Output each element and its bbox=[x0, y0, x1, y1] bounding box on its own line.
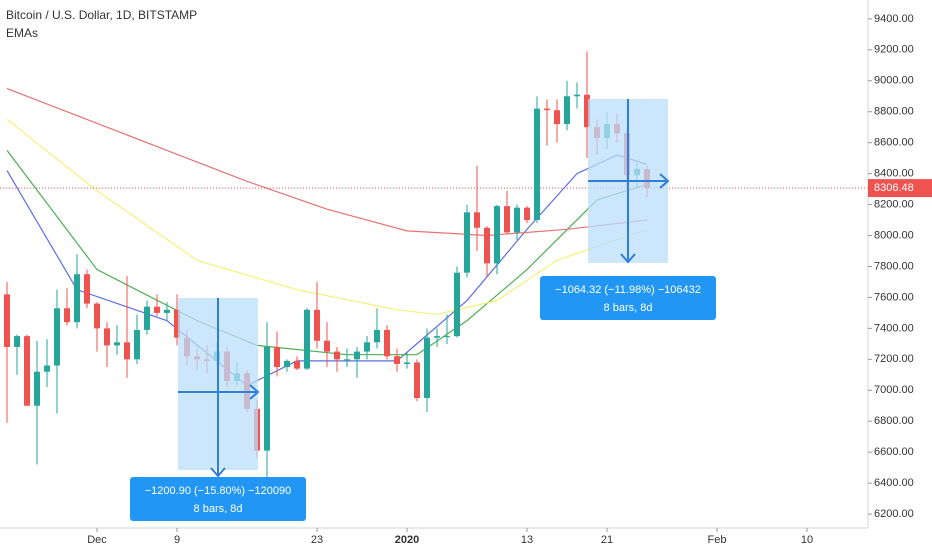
candle-body bbox=[164, 309, 170, 313]
candle-body bbox=[444, 336, 450, 338]
candle-body bbox=[394, 356, 400, 364]
y-tick-label: 7200.00 bbox=[874, 353, 914, 365]
y-tick-label: 6400.00 bbox=[874, 477, 914, 489]
candle-body bbox=[144, 306, 150, 330]
candle-body bbox=[464, 212, 470, 273]
y-tick-label: 9000.00 bbox=[874, 75, 914, 87]
candle-body bbox=[364, 342, 370, 352]
candle-body bbox=[514, 207, 520, 233]
candle-body bbox=[474, 212, 480, 228]
x-tick-label: 10 bbox=[801, 534, 813, 546]
candle-body bbox=[504, 206, 510, 233]
y-tick-label: 6200.00 bbox=[874, 508, 914, 520]
candle-body bbox=[174, 309, 180, 338]
candle-body bbox=[414, 362, 420, 399]
candle-body bbox=[34, 371, 40, 406]
x-tick-label: 9 bbox=[174, 534, 180, 546]
measure-tool: −1200.90 (−15.80%) −120090 8 bars, 8d bbox=[130, 298, 306, 521]
candle-body bbox=[114, 342, 120, 346]
candle-body bbox=[54, 308, 60, 366]
last-price-tag bbox=[868, 179, 932, 198]
candle-body bbox=[64, 308, 70, 323]
candle-body bbox=[334, 351, 340, 360]
chart-title: Bitcoin / U.S. Dollar, 1D, BITSTAMP bbox=[6, 8, 197, 22]
candle-body bbox=[354, 351, 360, 360]
y-tick-label: 7600.00 bbox=[874, 291, 914, 303]
y-tick-label: 8200.00 bbox=[874, 198, 914, 210]
candle-body bbox=[564, 96, 570, 125]
candle-body bbox=[44, 365, 50, 372]
ema-line bbox=[6, 87, 648, 237]
candle-body bbox=[434, 336, 440, 338]
candle-body bbox=[484, 227, 490, 264]
candle-body bbox=[574, 94, 580, 97]
arrow-head bbox=[620, 253, 636, 264]
y-tick-label: 9200.00 bbox=[874, 44, 914, 56]
candle-body bbox=[524, 207, 530, 221]
measure-label: −1064.32 (−11.98%) −106432 bbox=[555, 284, 701, 296]
measure-sublabel: 8 bars, 8d bbox=[194, 503, 243, 515]
arrow-head bbox=[210, 467, 226, 478]
candle-body bbox=[384, 329, 390, 357]
y-tick-label: 8000.00 bbox=[874, 229, 914, 241]
candle-body bbox=[454, 272, 460, 337]
x-tick-label: 23 bbox=[311, 534, 323, 546]
candle-body bbox=[554, 110, 560, 125]
candle-body bbox=[134, 329, 140, 360]
axes: 6200.00 6400.00 6600.00 6800.00 7000.00 7200.… bbox=[87, 13, 932, 546]
candle-body bbox=[84, 274, 90, 304]
measure-tool: −1064.32 (−11.98%) −106432 8 bars, 8d bbox=[540, 99, 716, 320]
candle-body bbox=[14, 336, 20, 347]
arrow-head bbox=[659, 173, 670, 189]
candle-body bbox=[294, 360, 300, 369]
candle-body bbox=[4, 294, 10, 347]
y-tick-label: 6800.00 bbox=[874, 415, 914, 427]
candle-body bbox=[284, 360, 290, 368]
y-tick-label: 6600.00 bbox=[874, 446, 914, 458]
x-tick-label: 2020 bbox=[395, 534, 419, 546]
candle-body bbox=[404, 362, 410, 364]
candle-body bbox=[74, 274, 80, 323]
candle-body bbox=[584, 94, 590, 128]
y-tick-label: 8600.00 bbox=[874, 137, 914, 149]
measure-label-box bbox=[540, 276, 716, 320]
y-tick-label: 8400.00 bbox=[874, 168, 914, 180]
measure-label-box bbox=[130, 477, 306, 521]
candle-body bbox=[344, 359, 350, 361]
candle-body bbox=[314, 309, 320, 341]
candle-body bbox=[104, 328, 110, 346]
arrow-head bbox=[249, 384, 260, 400]
y-tick-label: 7000.00 bbox=[874, 384, 914, 396]
y-tick-label: 9400.00 bbox=[874, 13, 914, 25]
x-tick-label: 13 bbox=[521, 534, 533, 546]
measure-label: −1200.90 (−15.80%) −120090 bbox=[145, 485, 292, 497]
candle-body bbox=[154, 306, 160, 313]
candle-body bbox=[264, 346, 270, 451]
candle-body bbox=[94, 303, 100, 329]
last-price-label: 8306.48 bbox=[874, 182, 914, 194]
x-tick-label: Dec bbox=[87, 534, 107, 546]
candle-body bbox=[534, 108, 540, 221]
candle-body bbox=[544, 108, 550, 111]
y-tick-label: 7400.00 bbox=[874, 322, 914, 334]
x-tick-label: Feb bbox=[708, 534, 727, 546]
candle-body bbox=[304, 309, 310, 369]
y-tick-label: 7800.00 bbox=[874, 260, 914, 272]
measure-sublabel: 8 bars, 8d bbox=[604, 302, 653, 314]
ema-line bbox=[6, 150, 648, 356]
candle-body bbox=[424, 337, 430, 399]
candle-body bbox=[324, 340, 330, 352]
x-tick-label: 21 bbox=[601, 534, 613, 546]
candle-body bbox=[494, 206, 500, 264]
candle-body bbox=[374, 329, 380, 343]
indicator-label: EMAs bbox=[6, 26, 38, 40]
y-tick-label: 8800.00 bbox=[874, 106, 914, 118]
candle-body bbox=[24, 336, 30, 406]
candle-body bbox=[274, 346, 280, 368]
candle-body bbox=[124, 342, 130, 360]
ema-line bbox=[6, 118, 648, 316]
